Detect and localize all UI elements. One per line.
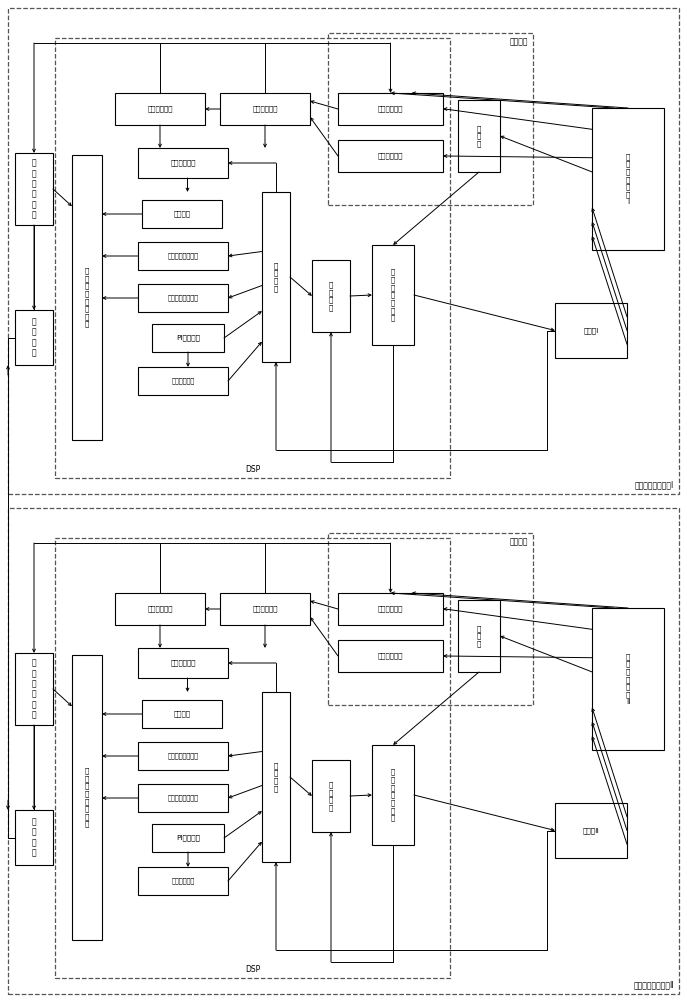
Bar — [220, 593, 310, 625]
Text: 转矩分配单元: 转矩分配单元 — [171, 378, 194, 384]
Text: 转矩分配单元: 转矩分配单元 — [171, 878, 194, 884]
Text: DSP: DSP — [245, 965, 260, 974]
Text: 永
磁
容
错
电
机
Ⅱ: 永 磁 容 错 电 机 Ⅱ — [626, 653, 630, 705]
Bar — [328, 533, 533, 705]
Text: 直接转矩控制系统Ⅱ: 直接转矩控制系统Ⅱ — [633, 980, 674, 989]
Bar — [312, 760, 350, 832]
Text: 编
码
器: 编 码 器 — [477, 125, 481, 147]
Text: 逆变器Ⅱ: 逆变器Ⅱ — [583, 827, 599, 834]
Bar — [458, 600, 500, 672]
Bar — [338, 593, 443, 625]
Bar — [8, 8, 679, 494]
Text: 电压检测模块: 电压检测模块 — [378, 153, 403, 159]
Text: 逆变器Ⅰ: 逆变器Ⅰ — [583, 327, 598, 334]
Bar — [72, 655, 102, 940]
Text: 电流检测模块: 电流检测模块 — [378, 106, 403, 112]
Text: 故
障
判
断
单
元: 故 障 判 断 单 元 — [32, 658, 36, 720]
Text: 比
较
单
元: 比 较 单 元 — [274, 762, 278, 792]
Bar — [138, 148, 228, 178]
Bar — [142, 700, 222, 728]
Bar — [262, 692, 290, 862]
Text: 转矩计算单元: 转矩计算单元 — [170, 160, 196, 166]
Bar — [15, 310, 53, 365]
Text: PI调节单元: PI调节单元 — [176, 835, 200, 841]
Bar — [138, 367, 228, 395]
Text: 直接转矩控制系统Ⅰ: 直接转矩控制系统Ⅰ — [635, 480, 674, 489]
Text: 电
压
矢
量
确
定
单
元: 电 压 矢 量 确 定 单 元 — [85, 768, 89, 827]
Text: 永
磁
容
错
电
机
Ⅰ: 永 磁 容 错 电 机 Ⅰ — [626, 153, 630, 205]
Bar — [220, 93, 310, 125]
Text: 输
入
单
元: 输 入 单 元 — [329, 781, 333, 811]
Bar — [338, 640, 443, 672]
Bar — [15, 653, 53, 725]
Bar — [555, 803, 627, 858]
Bar — [372, 745, 414, 845]
Bar — [72, 155, 102, 440]
Bar — [592, 608, 664, 750]
Bar — [138, 784, 228, 812]
Text: 电流检测模块: 电流检测模块 — [378, 606, 403, 612]
Text: 检测单元: 检测单元 — [510, 37, 528, 46]
Bar — [138, 867, 228, 895]
Text: 转矩滞环控制单元: 转矩滞环控制单元 — [168, 753, 199, 759]
Text: 磁链滞环控制单元: 磁链滞环控制单元 — [168, 795, 199, 801]
Bar — [152, 824, 224, 852]
Text: DSP: DSP — [245, 465, 260, 474]
Bar — [115, 93, 205, 125]
Text: 逆
变
器
控
制
单
元: 逆 变 器 控 制 单 元 — [391, 269, 395, 321]
Text: 坐标变换单元: 坐标变换单元 — [252, 606, 278, 612]
Text: 比
较
单
元: 比 较 单 元 — [274, 262, 278, 292]
Bar — [15, 153, 53, 225]
Bar — [592, 108, 664, 250]
Bar — [262, 192, 290, 362]
Bar — [142, 200, 222, 228]
Text: 磁链计算单元: 磁链计算单元 — [147, 606, 172, 612]
Text: 磁链计算单元: 磁链计算单元 — [147, 106, 172, 112]
Bar — [328, 33, 533, 205]
Bar — [8, 508, 679, 994]
Bar — [138, 648, 228, 678]
Text: 坐标变换单元: 坐标变换单元 — [252, 106, 278, 112]
Text: 存储单元: 存储单元 — [174, 211, 190, 217]
Text: 输
入
单
元: 输 入 单 元 — [329, 281, 333, 311]
Bar — [55, 538, 450, 978]
Bar — [55, 38, 450, 478]
Bar — [115, 593, 205, 625]
Text: 存储单元: 存储单元 — [174, 711, 190, 717]
Bar — [312, 260, 350, 332]
Bar — [15, 810, 53, 865]
Bar — [138, 742, 228, 770]
Bar — [138, 242, 228, 270]
Bar — [555, 303, 627, 358]
Bar — [138, 284, 228, 312]
Text: 转矩计算单元: 转矩计算单元 — [170, 660, 196, 666]
Text: 通
信
单
元: 通 信 单 元 — [32, 817, 36, 858]
Text: PI调节单元: PI调节单元 — [176, 335, 200, 341]
Bar — [458, 100, 500, 172]
Text: 故
障
判
断
单
元: 故 障 判 断 单 元 — [32, 158, 36, 220]
Text: 转矩滞环控制单元: 转矩滞环控制单元 — [168, 253, 199, 259]
Bar — [372, 245, 414, 345]
Text: 通
信
单
元: 通 信 单 元 — [32, 317, 36, 358]
Text: 检测单元: 检测单元 — [510, 537, 528, 546]
Text: 电
压
矢
量
确
定
单
元: 电 压 矢 量 确 定 单 元 — [85, 268, 89, 327]
Text: 逆
变
器
控
制
单
元: 逆 变 器 控 制 单 元 — [391, 769, 395, 821]
Bar — [338, 93, 443, 125]
Bar — [152, 324, 224, 352]
Text: 编
码
器: 编 码 器 — [477, 625, 481, 647]
Bar — [338, 140, 443, 172]
Text: 电压检测模块: 电压检测模块 — [378, 653, 403, 659]
Text: 磁链滞环控制单元: 磁链滞环控制单元 — [168, 295, 199, 301]
